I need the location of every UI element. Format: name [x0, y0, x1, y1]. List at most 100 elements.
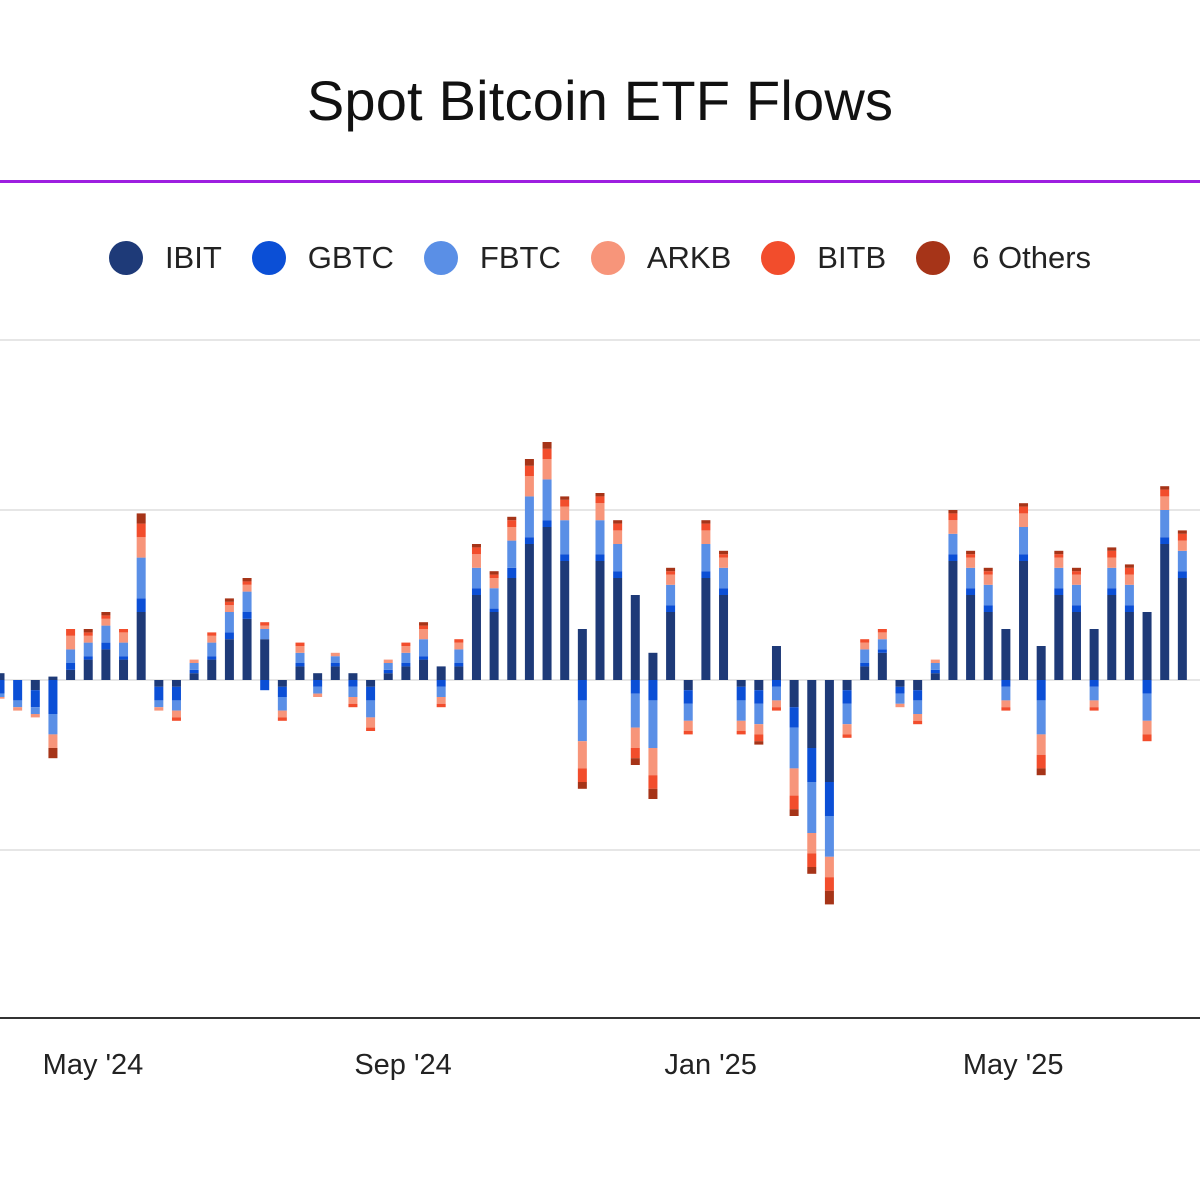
bar-segment-6-others[interactable] [1124, 564, 1134, 568]
bar-segment-ibit[interactable] [842, 680, 852, 691]
bar-segment-gbtc[interactable] [1001, 680, 1011, 687]
bar-segment-ibit[interactable] [1142, 612, 1152, 680]
bar-segment-6-others[interactable] [1177, 530, 1187, 534]
bar-segment-fbtc[interactable] [66, 649, 76, 663]
bar-segment-fbtc[interactable] [701, 544, 711, 572]
bar-segment-arkb[interactable] [224, 605, 234, 612]
bar-segment-fbtc[interactable] [948, 533, 958, 555]
bar-segment-ibit[interactable] [736, 680, 746, 687]
bar-segment-gbtc[interactable] [983, 605, 993, 612]
bar-segment-fbtc[interactable] [1124, 584, 1134, 606]
bar-segment-gbtc[interactable] [207, 656, 217, 660]
bar-segment-bitb[interactable] [754, 734, 764, 742]
bar-segment-arkb[interactable] [648, 748, 658, 776]
bar-segment-fbtc[interactable] [383, 663, 393, 670]
bar-segment-bitb[interactable] [560, 499, 570, 507]
bar-segment-arkb[interactable] [1142, 720, 1152, 735]
legend-item-bitb[interactable]: BITB [761, 240, 886, 276]
bar-segment-ibit[interactable] [224, 639, 234, 680]
bar-segment-bitb[interactable] [1177, 533, 1187, 541]
bar-segment-fbtc[interactable] [913, 700, 923, 714]
bar-segment-ibit[interactable] [613, 578, 623, 680]
bar-segment-gbtc[interactable] [83, 656, 93, 660]
bar-segment-arkb[interactable] [895, 703, 905, 708]
bar-segment-gbtc[interactable] [613, 571, 623, 578]
bar-segment-arkb[interactable] [189, 659, 199, 663]
bar-segment-ibit[interactable] [895, 680, 905, 687]
bar-segment-fbtc[interactable] [366, 700, 376, 718]
bar-segment-arkb[interactable] [83, 635, 93, 643]
bar-segment-ibit[interactable] [577, 629, 587, 680]
bar-segment-bitb[interactable] [771, 707, 781, 711]
bar-segment-fbtc[interactable] [295, 652, 305, 663]
bar-segment-6-others[interactable] [701, 520, 711, 524]
bar-segment-gbtc[interactable] [154, 686, 164, 701]
bar-segment-ibit[interactable] [101, 649, 111, 680]
bar-segment-ibit[interactable] [1107, 595, 1117, 680]
bar-segment-ibit[interactable] [595, 561, 605, 680]
bar-segment-bitb[interactable] [860, 639, 870, 643]
bar-segment-fbtc[interactable] [83, 642, 93, 657]
bar-segment-bitb[interactable] [348, 703, 358, 708]
bar-segment-gbtc[interactable] [366, 686, 376, 701]
bar-segment-fbtc[interactable] [1036, 700, 1046, 735]
bar-segment-bitb[interactable] [666, 571, 676, 575]
bar-segment-arkb[interactable] [348, 697, 358, 704]
bar-segment-ibit[interactable] [313, 673, 323, 680]
bar-segment-fbtc[interactable] [171, 700, 181, 711]
bar-segment-gbtc[interactable] [224, 632, 234, 640]
bar-segment-arkb[interactable] [48, 734, 58, 748]
bar-segment-6-others[interactable] [807, 867, 817, 874]
bar-segment-fbtc[interactable] [277, 697, 287, 711]
bar-segment-gbtc[interactable] [260, 680, 270, 691]
bar-segment-6-others[interactable] [560, 496, 570, 500]
bar-segment-6-others[interactable] [136, 513, 146, 524]
bar-segment-bitb[interactable] [366, 727, 376, 731]
bar-segment-bitb[interactable] [630, 748, 640, 759]
bar-segment-fbtc[interactable] [13, 700, 23, 708]
bar-segment-gbtc[interactable] [436, 680, 446, 687]
bar-segment-fbtc[interactable] [454, 649, 464, 663]
bar-segment-ibit[interactable] [171, 680, 181, 687]
bar-segment-ibit[interactable] [401, 666, 411, 680]
bar-segment-arkb[interactable] [383, 659, 393, 663]
bar-segment-fbtc[interactable] [401, 652, 411, 663]
bar-segment-arkb[interactable] [824, 856, 834, 878]
bar-segment-arkb[interactable] [754, 724, 764, 735]
bar-segment-fbtc[interactable] [242, 591, 252, 612]
bar-segment-fbtc[interactable] [595, 520, 605, 555]
bar-segment-arkb[interactable] [436, 697, 446, 704]
bar-segment-gbtc[interactable] [754, 690, 764, 704]
bar-segment-arkb[interactable] [630, 727, 640, 748]
bar-segment-arkb[interactable] [807, 833, 817, 854]
bar-segment-6-others[interactable] [1107, 547, 1117, 551]
bar-segment-gbtc[interactable] [136, 598, 146, 612]
bar-segment-fbtc[interactable] [30, 707, 40, 714]
bar-segment-gbtc[interactable] [595, 554, 605, 561]
bar-segment-ibit[interactable] [1071, 612, 1081, 680]
bar-segment-6-others[interactable] [1019, 503, 1029, 507]
bar-segment-6-others[interactable] [648, 788, 658, 799]
legend-item-gbtc[interactable]: GBTC [251, 240, 394, 276]
bar-segment-bitb[interactable] [419, 625, 429, 629]
bar-segment-fbtc[interactable] [524, 496, 534, 538]
bar-segment-arkb[interactable] [1019, 513, 1029, 527]
bar-segment-arkb[interactable] [736, 720, 746, 731]
bar-segment-arkb[interactable] [136, 537, 146, 558]
bar-segment-bitb[interactable] [489, 574, 499, 578]
bar-segment-bitb[interactable] [736, 731, 746, 735]
bar-segment-arkb[interactable] [30, 714, 40, 718]
bar-segment-fbtc[interactable] [648, 700, 658, 748]
bar-segment-gbtc[interactable] [1160, 537, 1170, 544]
bar-segment-ibit[interactable] [542, 527, 552, 680]
bar-segment-bitb[interactable] [701, 523, 711, 531]
bar-segment-fbtc[interactable] [1107, 567, 1117, 589]
bar-segment-bitb[interactable] [595, 496, 605, 504]
bar-segment-gbtc[interactable] [948, 554, 958, 561]
bar-segment-gbtc[interactable] [666, 605, 676, 612]
bar-segment-fbtc[interactable] [207, 642, 217, 657]
bar-segment-gbtc[interactable] [277, 686, 287, 697]
bar-segment-arkb[interactable] [295, 646, 305, 653]
bar-segment-fbtc[interactable] [313, 686, 323, 694]
bar-segment-arkb[interactable] [260, 625, 270, 629]
